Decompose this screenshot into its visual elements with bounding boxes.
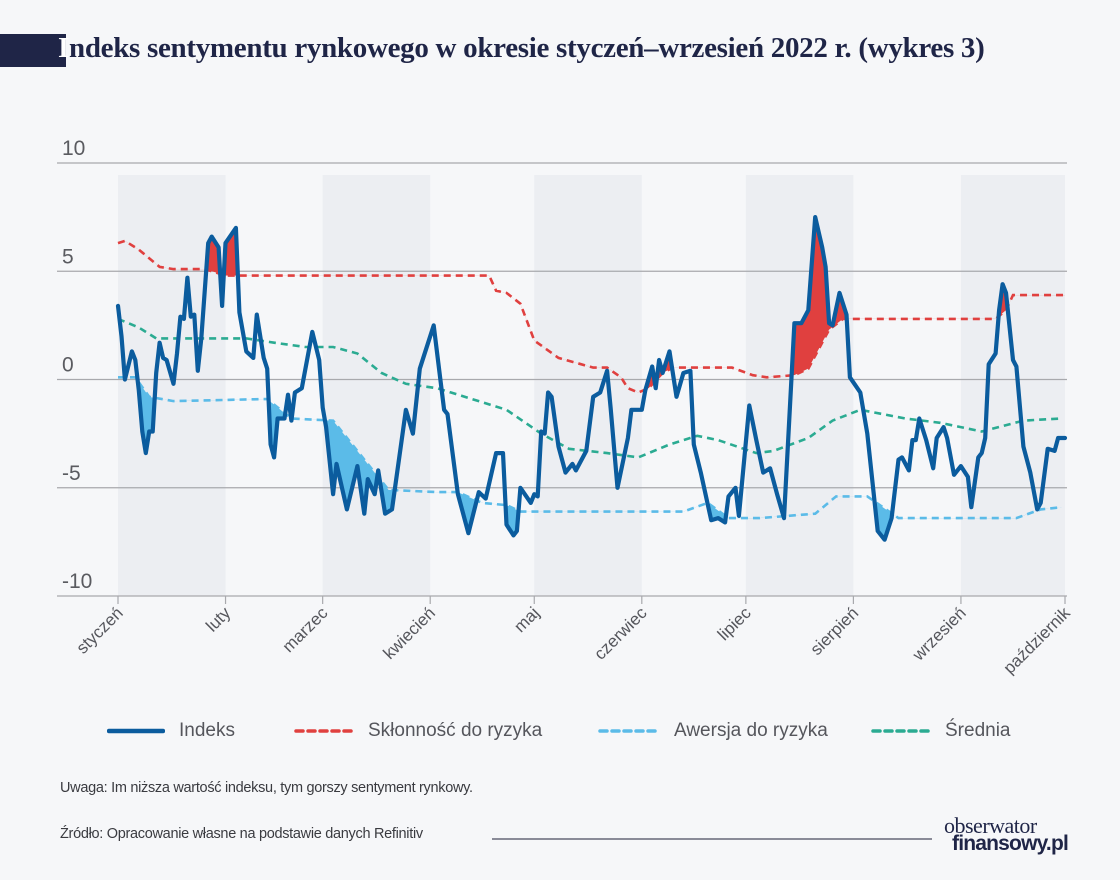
title-text: ndeks sentymentu rynkowego w okresie sty… — [69, 32, 985, 64]
x-tick-label: maj — [510, 603, 543, 636]
series-line-average — [117, 317, 1062, 459]
legend-swatch-average — [871, 729, 931, 733]
x-tick-label: kwiecień — [379, 603, 439, 663]
month-band — [745, 175, 854, 596]
x-tick-label: lipiec — [714, 603, 755, 644]
x-tick-label: czerwiec — [590, 603, 651, 664]
chart-source: Źródło: Opracowanie własne na podstawie … — [60, 826, 423, 842]
legend-swatch-risk-aversion — [598, 729, 660, 733]
y-tick-label: 10 — [62, 137, 85, 160]
x-tick-label: styczeń — [73, 603, 127, 657]
source-divider — [492, 838, 932, 840]
legend-swatch-index — [107, 728, 165, 734]
series-line-index — [115, 215, 1068, 542]
y-tick-label: 5 — [62, 245, 74, 268]
legend-label: Skłonność do ryzyka — [368, 720, 543, 741]
month-band — [960, 175, 1065, 596]
legend-item-index: Indeks — [107, 720, 235, 742]
y-tick-label: -10 — [62, 570, 92, 593]
legend-swatch-risk-appetite — [294, 729, 354, 733]
title-accent-bar — [0, 34, 66, 67]
logo-line2: finansowy.pl — [952, 832, 1069, 855]
month-band — [534, 175, 642, 596]
y-tick-label: -5 — [62, 462, 81, 485]
x-tick-label: sierpień — [807, 603, 863, 659]
legend-label: Awersja do ryzyka — [674, 720, 828, 741]
x-tick-label: marzec — [279, 603, 332, 656]
publisher-logo: obserwator finansowy.pl — [944, 813, 1069, 855]
logo-line1: obserwator — [944, 813, 1037, 838]
chart-title: Indeks sentymentu rynkowego w okresie st… — [58, 32, 985, 65]
series-line-risk-aversion — [118, 376, 1062, 520]
chart-note: Uwaga: Im niższa wartość indeksu, tym go… — [60, 780, 473, 796]
legend-label: Indeks — [179, 720, 235, 741]
title-first-letter: I — [58, 32, 69, 64]
x-tick-label: wrzesień — [908, 603, 970, 665]
legend: Indeks Skłonność do ryzyka Awersja do ry… — [0, 720, 1120, 748]
chart-plot: 10 5 0 -5 -10 styczeń luty marzec kwiecień maj cze… — [57, 137, 1075, 678]
legend-item-risk-aversion: Awersja do ryzyka — [598, 720, 828, 742]
legend-item-average: Średnia — [871, 720, 1011, 742]
legend-label: Średnia — [945, 720, 1011, 741]
y-tick-label: 0 — [62, 354, 74, 377]
x-tick-label: luty — [202, 603, 234, 635]
x-tick-label: październik — [1000, 603, 1075, 678]
series-line-risk-appetite — [117, 239, 1065, 394]
legend-item-risk-appetite: Skłonność do ryzyka — [294, 720, 542, 742]
month-band — [322, 175, 431, 596]
